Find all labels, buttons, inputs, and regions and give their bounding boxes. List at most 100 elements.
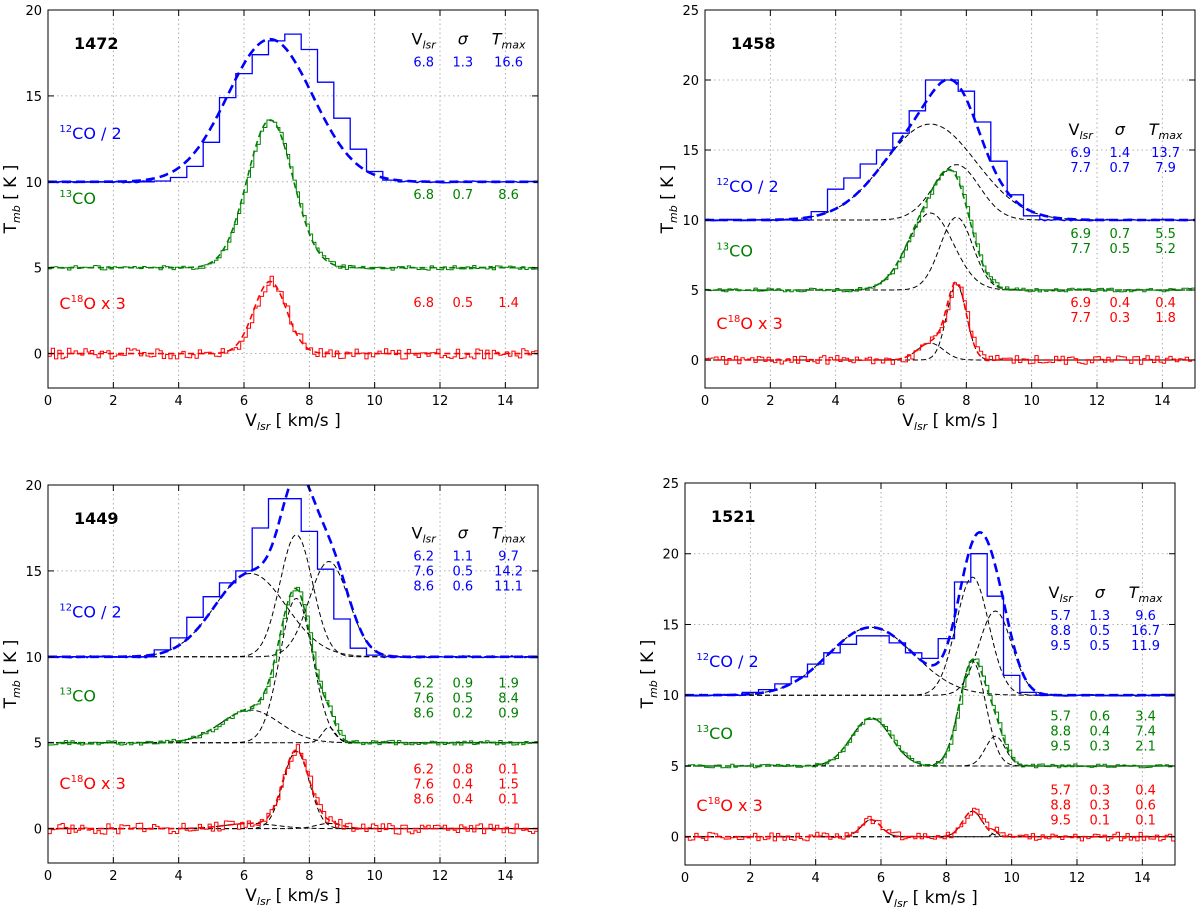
y-axis-label: Tmb [ K ] <box>1 640 23 710</box>
fit-value: 8.8 <box>1050 725 1071 740</box>
fit-value: 0.6 <box>1135 798 1156 813</box>
x-tick-label: 8 <box>305 869 313 884</box>
x-tick-label: 4 <box>812 871 820 886</box>
x-tick-label: 10 <box>366 394 383 409</box>
spectrum-histogram <box>685 553 1037 696</box>
fit-value: 0.4 <box>1110 296 1131 311</box>
fit-value: 0.5 <box>1110 242 1131 257</box>
spectrum-fit <box>705 281 1195 361</box>
y-tick-label: 20 <box>682 74 699 89</box>
table-header-sigma: σ <box>458 30 469 49</box>
spectrum-histogram <box>48 33 400 183</box>
y-axis-label: Tmb [ K ] <box>638 640 660 710</box>
fit-value: 8.8 <box>1050 624 1071 639</box>
x-tick-label: 0 <box>44 394 52 409</box>
fit-value: 9.5 <box>1050 639 1071 654</box>
y-tick-label: 0 <box>34 348 42 363</box>
fit-value: 1.4 <box>1110 146 1131 161</box>
x-axis-label: Vlsr [ km/s ] <box>245 886 340 908</box>
fit-value: 0.3 <box>1110 311 1131 326</box>
fit-value: 0.4 <box>453 778 474 793</box>
fit-value: 1.3 <box>453 56 474 71</box>
fit-value: 0.4 <box>1135 783 1156 798</box>
fit-value: 9.5 <box>1050 813 1071 828</box>
axes-frame <box>704 9 1196 389</box>
fit-value: 7.4 <box>1135 725 1156 740</box>
fit-value: 0.1 <box>1135 813 1156 828</box>
x-tick-label: 10 <box>1023 394 1040 409</box>
series-label: 13CO <box>696 724 733 743</box>
spectrum-observed <box>685 807 1175 842</box>
table-header-sigma: σ <box>1115 120 1126 139</box>
fit-value: 0.7 <box>1110 161 1131 176</box>
table-header-tmax: Tmax <box>492 524 526 546</box>
fit-value: 8.8 <box>1050 798 1071 813</box>
fit-value: 3.4 <box>1135 710 1156 725</box>
spectrum-fit <box>705 168 1195 291</box>
x-tick-label: 6 <box>897 394 905 409</box>
panel-1521: 12CO / 2 5.7 1.3 9.6 8.8 0.5 16.7 9.5 0.5 11.9 Vls… <box>638 477 1176 910</box>
y-tick-label: 5 <box>671 760 679 775</box>
fit-value: 7.7 <box>1070 242 1091 257</box>
y-tick-label: 15 <box>25 565 42 580</box>
x-tick-label: 14 <box>1134 871 1151 886</box>
y-tick-label: 20 <box>25 4 42 19</box>
fit-value: 6.9 <box>1070 296 1091 311</box>
series-label: C18O x 3 <box>716 314 782 333</box>
fit-value: 0.9 <box>498 707 519 722</box>
x-tick-label: 6 <box>240 869 248 884</box>
y-tick-label: 20 <box>662 548 679 563</box>
fit-value: 7.6 <box>413 565 434 580</box>
x-tick-label: 2 <box>746 871 754 886</box>
fit-value: 6.9 <box>1070 227 1091 242</box>
spectrum-fit <box>48 280 538 355</box>
y-tick-label: 20 <box>25 479 42 494</box>
y-tick-label: 0 <box>691 354 699 369</box>
fit-value: 1.4 <box>498 296 519 311</box>
fit-value: 6.8 <box>413 188 434 203</box>
y-tick-label: 10 <box>25 176 42 191</box>
fit-value: 7.6 <box>413 692 434 707</box>
series-label: 13CO <box>716 241 753 260</box>
table-header-sigma: σ <box>458 524 469 543</box>
x-tick-label: 14 <box>497 394 514 409</box>
panel-1449: 12CO / 2 6.2 1.1 9.7 7.6 0.5 14.2 8.6 0.6 11.1 Vls… <box>1 479 539 908</box>
fit-value: 2.1 <box>1135 740 1156 755</box>
fit-value: 0.1 <box>498 763 519 778</box>
fit-value: 6.9 <box>1070 146 1091 161</box>
series-label: C18O x 3 <box>696 796 762 815</box>
gaussian-component-1 <box>705 342 1195 361</box>
fit-value: 6.8 <box>413 56 434 71</box>
table-header-vlsr: Vlsr <box>412 524 438 546</box>
table-header-vlsr: Vlsr <box>412 30 438 52</box>
fit-value: 0.1 <box>498 793 519 808</box>
x-tick-label: 12 <box>432 394 449 409</box>
data-area <box>48 33 538 360</box>
x-tick-label: 14 <box>1154 394 1171 409</box>
table-header-vlsr: Vlsr <box>1069 120 1095 142</box>
spectrum-fit <box>48 749 538 830</box>
panel-title: 1458 <box>731 34 776 53</box>
fit-value: 5.7 <box>1050 609 1071 624</box>
y-tick-label: 15 <box>682 144 699 159</box>
data-area <box>705 77 1195 365</box>
x-axis-label: Vlsr [ km/s ] <box>245 411 340 433</box>
x-tick-label: 12 <box>1069 871 1086 886</box>
y-tick-label: 15 <box>25 90 42 105</box>
fit-value: 0.5 <box>1090 624 1111 639</box>
fit-value: 6.2 <box>413 763 434 778</box>
fit-value: 14.2 <box>494 565 523 580</box>
panel-title: 1472 <box>74 34 119 53</box>
series-label: C18O x 3 <box>59 294 125 313</box>
spectrum-fit <box>48 119 538 269</box>
x-tick-label: 6 <box>877 871 885 886</box>
x-tick-label: 4 <box>832 394 840 409</box>
series-label: 12CO / 2 <box>59 124 121 143</box>
x-tick-label: 2 <box>109 394 117 409</box>
series-label: C18O x 3 <box>59 774 125 793</box>
fit-value: 11.1 <box>494 580 523 595</box>
fit-value: 13.7 <box>1151 146 1180 161</box>
y-tick-label: 10 <box>682 214 699 229</box>
y-tick-label: 5 <box>691 284 699 299</box>
